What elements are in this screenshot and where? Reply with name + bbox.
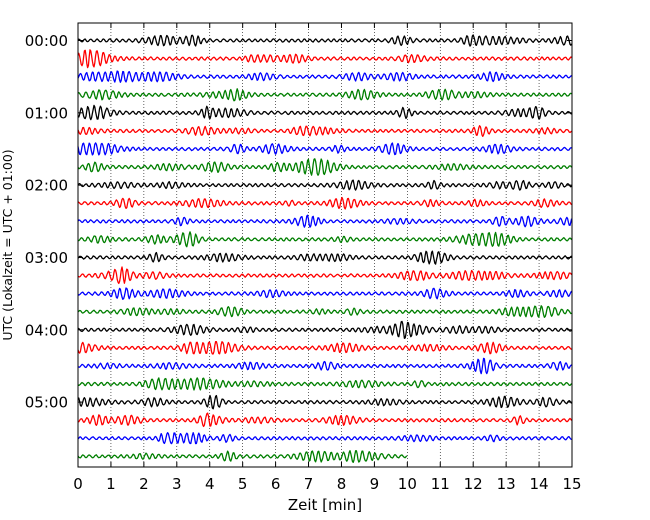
x-tick-label: 14 — [530, 475, 549, 493]
x-axis: 0 1 2 3 4 5 6 7 8 9 10 11 12 13 14 15 — [73, 23, 582, 493]
trace-line — [77, 179, 573, 191]
x-tick-label: 6 — [271, 475, 281, 493]
trace-line — [77, 266, 573, 285]
trace-line — [77, 49, 572, 69]
y-axis: 00:00 01:00 02:00 03:00 04:00 05:00 — [25, 32, 572, 412]
trace-line — [77, 432, 572, 445]
trace-line — [77, 34, 573, 47]
x-tick-label: 12 — [464, 475, 483, 493]
x-tick-label: 4 — [205, 475, 215, 493]
trace-line — [77, 377, 573, 391]
trace-line — [77, 250, 572, 265]
x-tick-label: 0 — [73, 475, 83, 493]
trace-line — [77, 450, 408, 464]
grid-lines — [110, 23, 540, 467]
y-tick-label: 00:00 — [25, 32, 68, 50]
x-tick-label: 3 — [172, 475, 182, 493]
trace-line — [77, 142, 572, 156]
trace-line — [77, 104, 572, 121]
x-tick-label: 2 — [139, 475, 149, 493]
trace-line — [77, 287, 573, 300]
trace-line — [77, 125, 573, 138]
x-tick-label: 8 — [337, 475, 347, 493]
trace-line — [77, 231, 573, 248]
x-tick-label: 1 — [106, 475, 116, 493]
x-tick-label: 15 — [562, 475, 581, 493]
trace-line — [77, 88, 572, 102]
trace-line — [77, 394, 573, 410]
trace-line — [77, 196, 573, 210]
trace-line — [77, 357, 573, 375]
x-tick-label: 10 — [398, 475, 417, 493]
y-tick-label: 04:00 — [25, 321, 68, 339]
y-tick-label: 01:00 — [25, 104, 68, 122]
y-tick-label: 02:00 — [25, 177, 68, 195]
trace-line — [77, 214, 573, 228]
y-tick-label: 03:00 — [25, 249, 68, 267]
trace-line — [77, 70, 573, 83]
x-tick-label: 11 — [431, 475, 450, 493]
trace-line — [77, 320, 573, 339]
x-tick-label: 9 — [370, 475, 380, 493]
trace-line — [77, 305, 572, 318]
trace-line — [77, 158, 573, 176]
plot-frame — [77, 22, 573, 468]
trace-line — [77, 341, 572, 355]
trace-line — [77, 412, 573, 428]
x-tick-label: 5 — [238, 475, 248, 493]
trace-group — [77, 34, 573, 464]
x-axis-label: Zeit [min] — [288, 496, 362, 514]
x-tick-label: 7 — [304, 475, 314, 493]
y-axis-label: UTC (Lokalzeit = UTC + 01:00) — [0, 149, 15, 340]
y-tick-label: 05:00 — [25, 394, 68, 412]
x-tick-label: 13 — [497, 475, 516, 493]
